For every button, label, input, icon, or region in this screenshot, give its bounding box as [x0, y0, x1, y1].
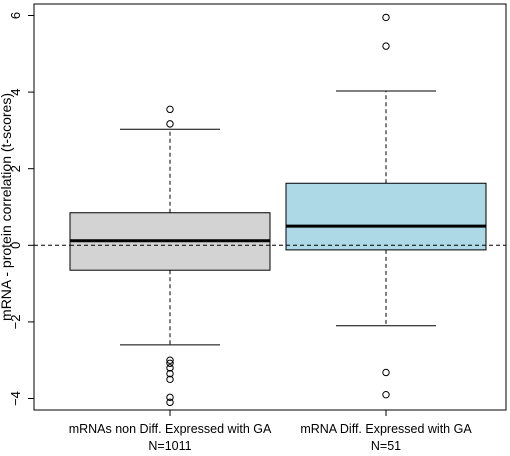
- outlier-point: [166, 393, 174, 402]
- x-category-n-label: N=51: [371, 439, 401, 453]
- y-tick-label: 4: [8, 88, 23, 95]
- outlier-point: [166, 356, 174, 364]
- y-tick-label: −4: [8, 391, 23, 406]
- x-category-label: mRNA Diff. Expressed with GA: [300, 422, 472, 436]
- y-tick-label: 2: [8, 165, 23, 172]
- outlier-point: [166, 398, 174, 407]
- y-tick-label: 6: [8, 12, 23, 19]
- outlier-point: [166, 375, 174, 384]
- y-tick-label: 0: [8, 242, 23, 249]
- outlier-point: [166, 120, 174, 128]
- outlier-point: [166, 364, 174, 372]
- iqr-box: [285, 182, 487, 251]
- box-group-1: [69, 105, 271, 407]
- outlier-point: [166, 105, 174, 114]
- plot-frame: [33, 3, 507, 411]
- x-category-label: mRNAs non Diff. Expressed with GA: [69, 422, 272, 436]
- x-category-n-label: N=1011: [148, 439, 191, 453]
- y-axis-title: mRNA - protein correlation (t-scores): [0, 93, 14, 321]
- outlier-point: [166, 369, 174, 378]
- outlier-point: [382, 42, 390, 50]
- outlier-point: [166, 359, 174, 367]
- box-group-2: [285, 13, 487, 399]
- outlier-point: [382, 13, 390, 22]
- outlier-point: [382, 390, 390, 399]
- y-tick-label: −2: [8, 314, 23, 329]
- outlier-point: [382, 368, 390, 377]
